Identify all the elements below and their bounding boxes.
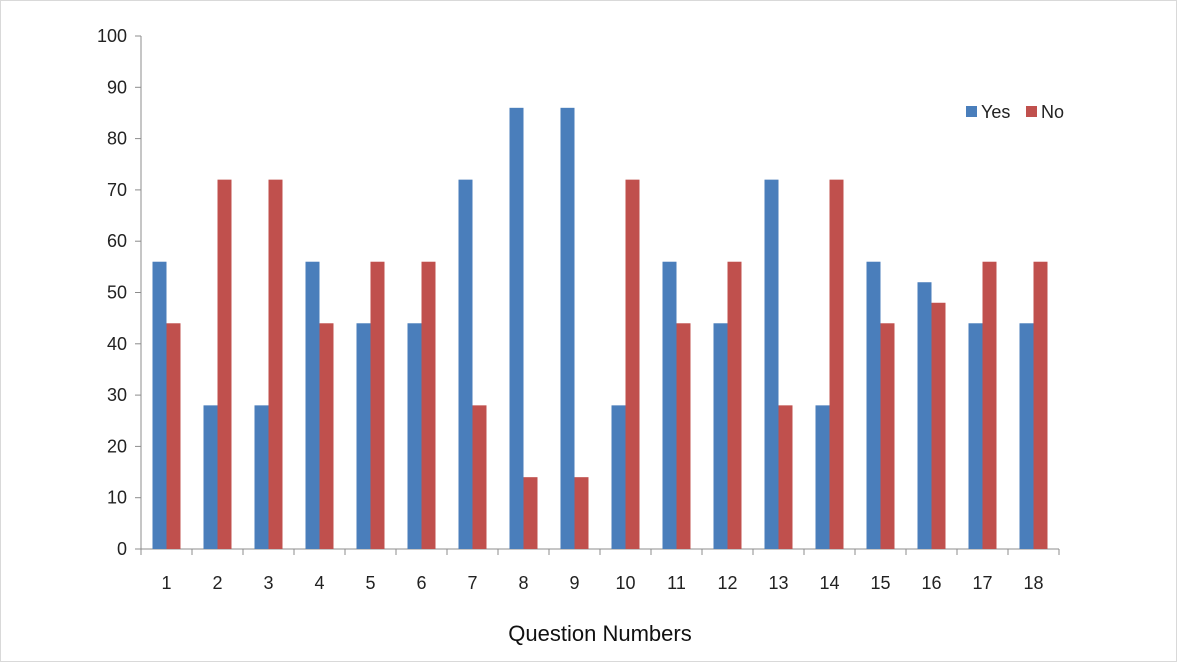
y-tick-label: 20 bbox=[107, 436, 127, 456]
bar-no-q5 bbox=[370, 261, 385, 549]
bar-no-q14 bbox=[829, 179, 844, 549]
bar-yes-q5 bbox=[356, 323, 371, 549]
bar-no-q11 bbox=[676, 323, 691, 549]
bar-no-q2 bbox=[217, 179, 232, 549]
bar-yes-q14 bbox=[815, 405, 830, 549]
legend-label-no: No bbox=[1041, 102, 1064, 122]
bar-yes-q6 bbox=[407, 323, 422, 549]
x-tick-label: 16 bbox=[921, 573, 941, 593]
legend: Yes No bbox=[966, 102, 1064, 122]
y-tick-label: 40 bbox=[107, 334, 127, 354]
bar-yes-q12 bbox=[713, 323, 728, 549]
bar-no-q10 bbox=[625, 179, 640, 549]
x-tick-label: 3 bbox=[263, 573, 273, 593]
y-tick-label: 80 bbox=[107, 129, 127, 149]
x-tick-label: 17 bbox=[972, 573, 992, 593]
y-tick-label: 50 bbox=[107, 283, 127, 303]
x-tick-label: 8 bbox=[518, 573, 528, 593]
bar-yes-q13 bbox=[764, 179, 779, 549]
legend-swatch-no bbox=[1026, 106, 1037, 117]
bar-no-q8 bbox=[523, 477, 538, 549]
bar-no-q9 bbox=[574, 477, 589, 549]
y-tick-label: 70 bbox=[107, 180, 127, 200]
bar-yes-q4 bbox=[305, 261, 320, 549]
bar-yes-q16 bbox=[917, 282, 932, 549]
bar-no-q13 bbox=[778, 405, 793, 549]
bar-yes-q8 bbox=[509, 107, 524, 549]
x-axis-title: Question Numbers bbox=[508, 621, 691, 646]
x-tick-label: 7 bbox=[467, 573, 477, 593]
x-tick-label: 13 bbox=[768, 573, 788, 593]
bar-no-q16 bbox=[931, 302, 946, 549]
bar-yes-q17 bbox=[968, 323, 983, 549]
bar-no-q18 bbox=[1033, 261, 1048, 549]
bar-yes-q2 bbox=[203, 405, 218, 549]
bar-no-q17 bbox=[982, 261, 997, 549]
y-tick-label: 90 bbox=[107, 77, 127, 97]
x-tick-label: 18 bbox=[1023, 573, 1043, 593]
y-tick-label: 60 bbox=[107, 231, 127, 251]
bar-yes-q18 bbox=[1019, 323, 1034, 549]
x-tick-label: 1 bbox=[161, 573, 171, 593]
legend-swatch-yes bbox=[966, 106, 977, 117]
bar-no-q12 bbox=[727, 261, 742, 549]
bar-yes-q1 bbox=[152, 261, 167, 549]
x-tick-label: 15 bbox=[870, 573, 890, 593]
y-tick-label: 30 bbox=[107, 385, 127, 405]
x-tick-label: 2 bbox=[212, 573, 222, 593]
y-tick-label: 10 bbox=[107, 488, 127, 508]
bar-yes-q10 bbox=[611, 405, 626, 549]
bar-no-q7 bbox=[472, 405, 487, 549]
x-tick-label: 14 bbox=[819, 573, 839, 593]
x-tick-label: 9 bbox=[569, 573, 579, 593]
x-tick-label: 10 bbox=[615, 573, 635, 593]
x-axis: 1 2 3 4 5 6 7 8 9 10 11 12 13 14 15 16 17 18 bbox=[140, 548, 1060, 593]
x-tick-label: 5 bbox=[365, 573, 375, 593]
x-tick-label: 6 bbox=[416, 573, 426, 593]
bar-no-q4 bbox=[319, 323, 334, 549]
bar-yes-q9 bbox=[560, 107, 575, 549]
bar-no-q1 bbox=[166, 323, 181, 549]
bar-yes-q3 bbox=[254, 405, 269, 549]
x-tick-label: 4 bbox=[314, 573, 324, 593]
bar-no-q3 bbox=[268, 179, 283, 549]
legend-label-yes: Yes bbox=[981, 102, 1010, 122]
y-tick-label: 0 bbox=[117, 539, 127, 559]
y-axis: 0 10 20 30 40 50 60 70 80 90 100 bbox=[97, 26, 142, 559]
x-tick-label: 12 bbox=[717, 573, 737, 593]
bar-yes-q11 bbox=[662, 261, 677, 549]
bar-no-q15 bbox=[880, 323, 895, 549]
bar-yes-q7 bbox=[458, 179, 473, 549]
bars-group bbox=[152, 107, 1048, 549]
x-tick-label: 11 bbox=[667, 573, 686, 593]
bar-no-q6 bbox=[421, 261, 436, 549]
bar-yes-q15 bbox=[866, 261, 881, 549]
y-tick-label: 100 bbox=[97, 26, 127, 46]
